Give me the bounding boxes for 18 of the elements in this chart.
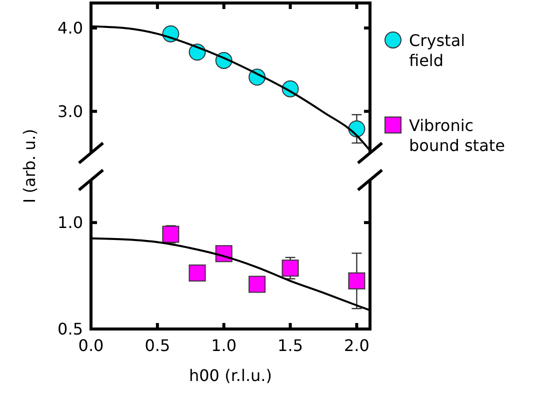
x-tick-label: 0.5 [144, 336, 170, 355]
y-tick-label: 3.0 [58, 102, 83, 121]
point [348, 272, 366, 290]
y-tick-label: 4.0 [58, 18, 83, 38]
y-tick-label: 1.0 [58, 213, 83, 232]
y-tick-label: 0.5 [58, 320, 83, 338]
x-tick-label: 1.0 [211, 336, 237, 355]
x-axis-title: h00 (r.l.u.) [188, 366, 272, 385]
x-tick-label: 1.5 [278, 336, 304, 355]
point [188, 264, 206, 282]
legend-label: Crystal field [409, 30, 466, 70]
x-tick-label: 2.0 [344, 336, 370, 355]
point [282, 260, 299, 277]
point [248, 276, 266, 293]
y-axis-title: I (arb. u.) [20, 128, 39, 204]
legend-label: Vibronic bound state [409, 116, 505, 154]
x-tick-label: 0.0 [78, 336, 104, 355]
point [162, 226, 180, 243]
